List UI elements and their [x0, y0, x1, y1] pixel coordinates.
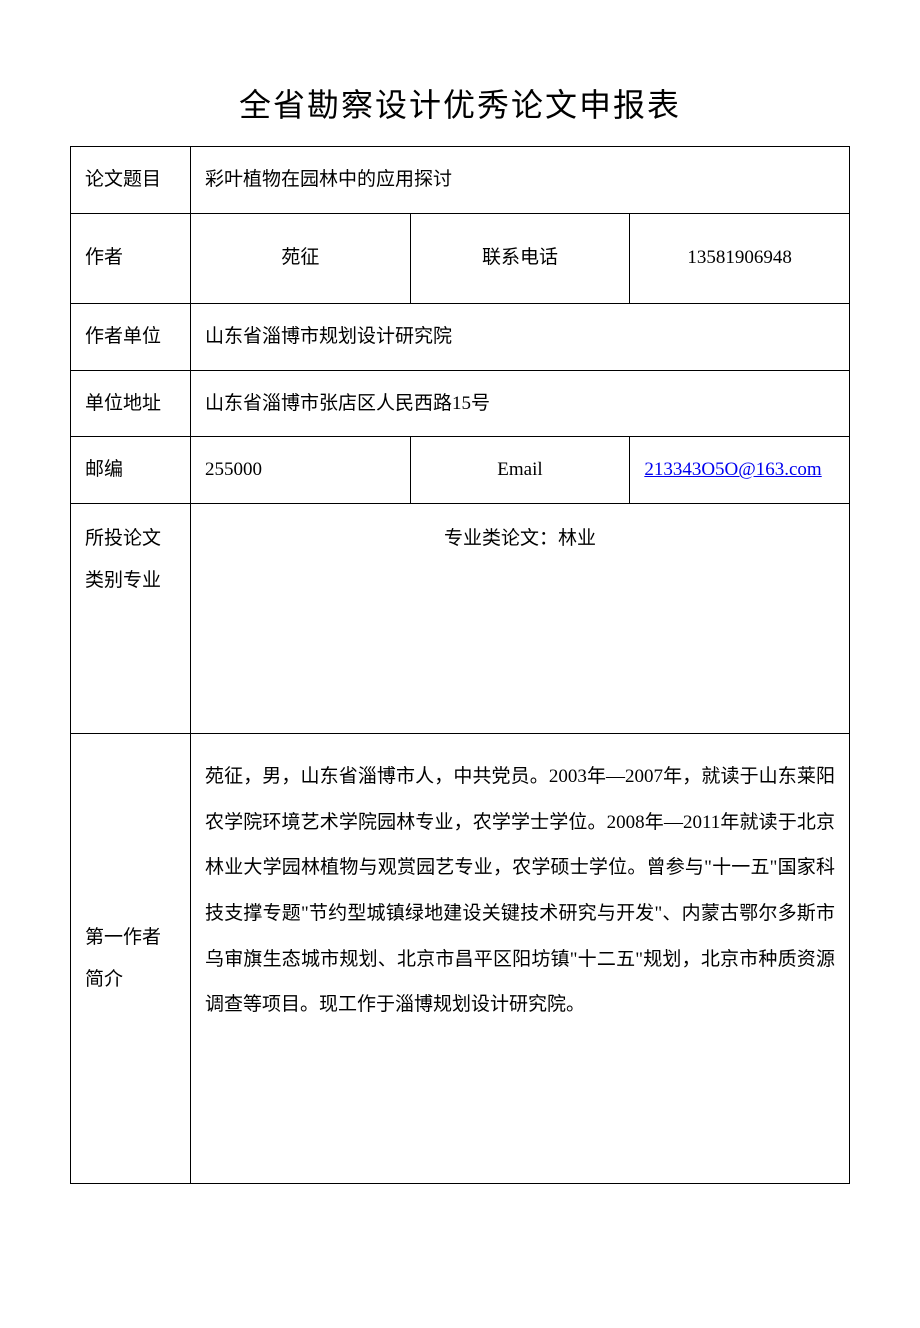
- label-bio-line2: 简介: [85, 969, 123, 990]
- row-address: 单位地址 山东省淄博市张店区人民西路15号: [71, 370, 850, 437]
- label-affiliation: 作者单位: [71, 303, 191, 370]
- value-category: 专业类论文：林业: [191, 504, 850, 734]
- page-title: 全省勘察设计优秀论文申报表: [70, 80, 850, 126]
- value-author: 苑征: [191, 213, 411, 303]
- row-bio: 第一作者 简介 苑征，男，山东省淄博市人，中共党员。2003年―2007年，就读…: [71, 734, 850, 1184]
- label-phone: 联系电话: [410, 213, 630, 303]
- row-category: 所投论文 类别专业 专业类论文：林业: [71, 504, 850, 734]
- value-bio: 苑征，男，山东省淄博市人，中共党员。2003年―2007年，就读于山东莱阳农学院…: [191, 734, 850, 1184]
- row-author: 作者 苑征 联系电话 13581906948: [71, 213, 850, 303]
- value-phone: 13581906948: [630, 213, 850, 303]
- label-author: 作者: [71, 213, 191, 303]
- cell-email: 213343O5O@163.com: [630, 437, 850, 504]
- label-category-line1: 所投论文: [85, 528, 161, 549]
- value-postcode: 255000: [191, 437, 411, 504]
- application-form-table: 论文题目 彩叶植物在园林中的应用探讨 作者 苑征 联系电话 1358190694…: [70, 146, 850, 1184]
- label-postcode: 邮编: [71, 437, 191, 504]
- row-postcode: 邮编 255000 Email 213343O5O@163.com: [71, 437, 850, 504]
- value-affiliation: 山东省淄博市规划设计研究院: [191, 303, 850, 370]
- label-bio: 第一作者 简介: [71, 734, 191, 1184]
- row-paper-title: 论文题目 彩叶植物在园林中的应用探讨: [71, 147, 850, 214]
- value-paper-title: 彩叶植物在园林中的应用探讨: [191, 147, 850, 214]
- label-category: 所投论文 类别专业: [71, 504, 191, 734]
- label-category-line2: 类别专业: [85, 570, 161, 591]
- value-address: 山东省淄博市张店区人民西路15号: [191, 370, 850, 437]
- email-link[interactable]: 213343O5O@163.com: [644, 459, 821, 480]
- label-bio-line1: 第一作者: [85, 927, 161, 948]
- label-email: Email: [410, 437, 630, 504]
- label-address: 单位地址: [71, 370, 191, 437]
- row-affiliation: 作者单位 山东省淄博市规划设计研究院: [71, 303, 850, 370]
- label-paper-title: 论文题目: [71, 147, 191, 214]
